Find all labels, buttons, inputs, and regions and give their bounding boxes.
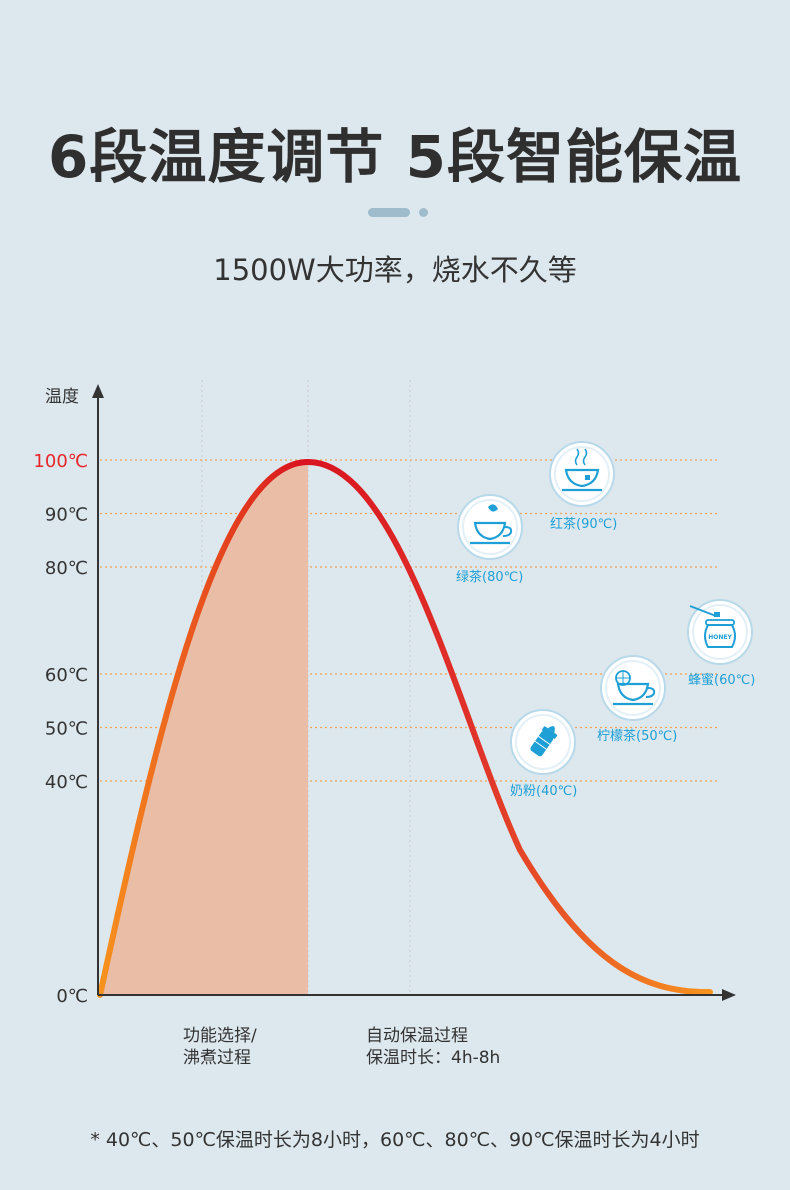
temperature-curve [97,458,713,998]
y-tick-60: 60℃ [45,665,88,686]
phase-keepwarm-line-1: 自动保温过程 [366,1026,468,1046]
y-axis-label: 温度 [45,387,79,407]
phase-label-keepwarm: 自动保温过程 保温时长：4h-8h [366,1026,500,1068]
x-axis-arrow [722,989,736,1001]
annotation-label-honey: 蜂蜜(60℃) [688,673,755,688]
honey-jar-text: HONEY [708,634,732,641]
honey-jar-icon: HONEY [687,599,753,665]
divider-pill [368,208,410,217]
baby-bottle-icon [510,709,576,775]
page-title: 6段温度调节 5段智能保温 [48,123,742,191]
y-tick-90: 90℃ [45,505,88,526]
y-tick-80: 80℃ [45,558,88,579]
page-subtitle: 1500W大功率，烧水不久等 [213,253,577,287]
phase-boil-line-1: 功能选择/ [183,1026,257,1046]
y-tick-labels: 0℃ 40℃ 50℃ 60℃ 80℃ 90℃ 100℃ [33,451,88,1007]
y-tick-40: 40℃ [45,772,88,793]
y-tick-0: 0℃ [56,986,88,1007]
axes [92,384,736,1001]
black-tea-icon [549,441,615,507]
phase-keepwarm-line-2: 保温时长：4h-8h [366,1048,500,1068]
lemon-tea-icon [600,655,666,721]
footnote: * 40℃、50℃保温时长为8小时，60℃、80℃、90℃保温时长为4小时 [90,1129,700,1151]
annotation-label-lemon-tea: 柠檬茶(50℃) [597,728,677,744]
phase-label-boil: 功能选择/ 沸煮过程 [183,1026,262,1068]
green-tea-icon [457,494,523,560]
boil-phase-fill [100,462,308,995]
y-tick-100: 100℃ [33,451,88,472]
y-axis-arrow [92,384,104,398]
temperature-chart: 温度 0℃ 40℃ 50℃ 60℃ 80℃ 90℃ 100℃ 功能选择/ 沸煮过程 自动保温… [33,380,755,1068]
annotation-label-green-tea: 绿茶(80℃) [456,569,523,585]
annotation-label-baby-bottle: 奶粉(40℃) [510,784,577,799]
divider-dot [419,208,428,217]
annotation-label-black-tea: 红茶(90℃) [550,516,617,532]
y-tick-50: 50℃ [45,719,88,740]
phase-boil-line-2: 沸煮过程 [183,1048,251,1068]
